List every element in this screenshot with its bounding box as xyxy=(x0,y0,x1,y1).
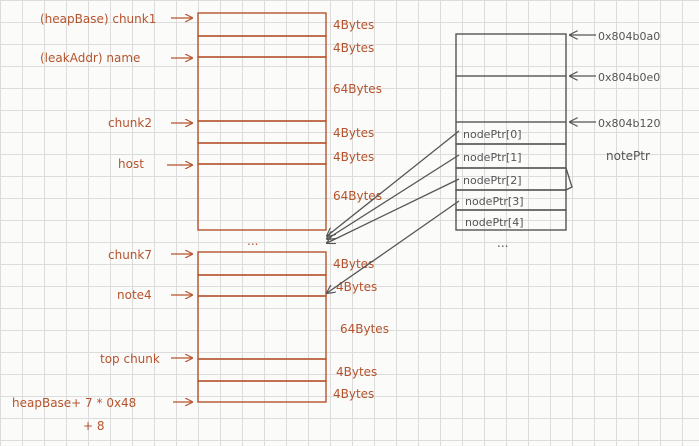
label-chunk2: chunk2 xyxy=(108,116,152,130)
address-0x804b120: 0x804b120 xyxy=(598,117,660,130)
address-arrows xyxy=(570,35,596,122)
notePtr-label: notePtr xyxy=(606,149,650,163)
nodeptr-entry-3: nodePtr[3] xyxy=(465,195,524,208)
block-chunk1-data xyxy=(198,57,326,121)
arrow-nodeptr-0 xyxy=(327,131,459,236)
label-heapbase-offset-2: + 8 xyxy=(83,419,105,433)
block-top-chunk-size xyxy=(198,381,326,402)
block-chunk7-data xyxy=(198,296,326,359)
block-chunk2-data xyxy=(198,164,326,230)
block-chunk2-header xyxy=(198,121,326,143)
size-label-5: 4Bytes xyxy=(333,150,374,164)
label-note4: note4 xyxy=(117,288,152,302)
label-chunk1: (heapBase) chunk1 xyxy=(40,12,156,26)
size-label-9: 64Bytes xyxy=(340,322,389,336)
label-arrows xyxy=(167,18,192,402)
size-label-10: 4Bytes xyxy=(336,365,377,379)
label-chunk7: chunk7 xyxy=(108,248,152,262)
label-host: host xyxy=(118,157,144,171)
label-heapbase-offset: heapBase+ 7 * 0x48 xyxy=(12,396,136,410)
nodeptr-entry-2: nodePtr[2] xyxy=(463,174,522,187)
nodeptr-entry-1: nodePtr[1] xyxy=(463,151,522,164)
array-block-top xyxy=(456,34,566,76)
array-block-middle xyxy=(456,76,566,122)
block-chunk7-header xyxy=(198,252,326,275)
array-cell-2-tail xyxy=(566,168,572,190)
heap-blocks xyxy=(198,13,326,402)
address-0x804b0e0: 0x804b0e0 xyxy=(598,71,660,84)
address-0x804b0a0: 0x804b0a0 xyxy=(598,30,660,43)
size-label-2: 4Bytes xyxy=(333,41,374,55)
size-label-6: 64Bytes xyxy=(333,189,382,203)
nodeptr-entry-4: nodePtr[4] xyxy=(465,216,524,229)
nodeptr-ellipsis: ... xyxy=(497,236,508,250)
size-label-1: 4Bytes xyxy=(333,18,374,32)
heap-ellipsis: ... xyxy=(247,234,258,248)
label-name: (leakAddr) name xyxy=(40,51,140,65)
arrow-nodeptr-3 xyxy=(327,201,459,293)
block-top-chunk-header xyxy=(198,359,326,381)
size-label-4: 4Bytes xyxy=(333,126,374,140)
block-chunk1-header xyxy=(198,13,326,36)
block-host-header xyxy=(198,143,326,164)
size-label-3: 64Bytes xyxy=(333,82,382,96)
block-name-header xyxy=(198,36,326,57)
block-note4-header xyxy=(198,275,326,296)
label-top-chunk: top chunk xyxy=(100,352,160,366)
nodeptr-entry-0: nodePtr[0] xyxy=(463,128,522,141)
size-label-11: 4Bytes xyxy=(333,387,374,401)
